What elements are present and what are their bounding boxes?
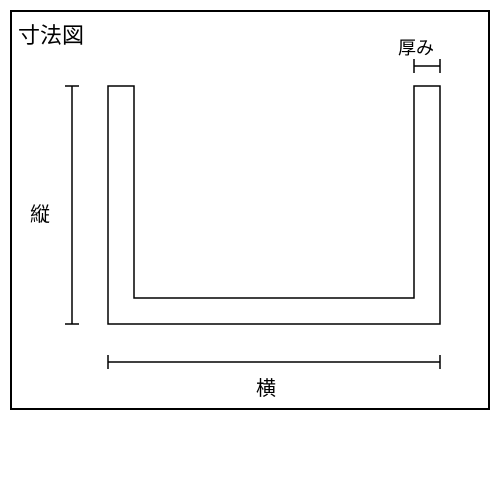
dimension-diagram: [0, 0, 500, 500]
u-channel-shape: [108, 86, 440, 324]
